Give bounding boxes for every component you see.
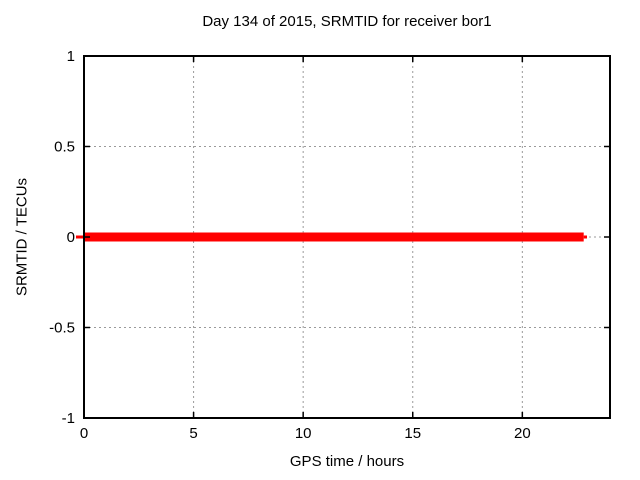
x-tick-label: 0 — [80, 425, 88, 442]
x-tick-label: 10 — [295, 425, 312, 442]
y-tick-label: 0 — [67, 229, 75, 246]
plot-border — [83, 55, 611, 419]
y-tick-label: -1 — [62, 410, 75, 427]
y-tick-label: 1 — [67, 48, 75, 65]
y-tick-label: -0.5 — [49, 320, 75, 337]
x-axis-label: GPS time / hours — [289, 453, 405, 470]
x-tick-label: 5 — [189, 425, 197, 442]
x-tick-label: 20 — [514, 425, 531, 442]
y-tick-label: 0.5 — [54, 139, 75, 156]
x-tick-label: 15 — [404, 425, 421, 442]
chart-title: Day 134 of 2015, SRMTID for receiver bor… — [202, 13, 492, 30]
